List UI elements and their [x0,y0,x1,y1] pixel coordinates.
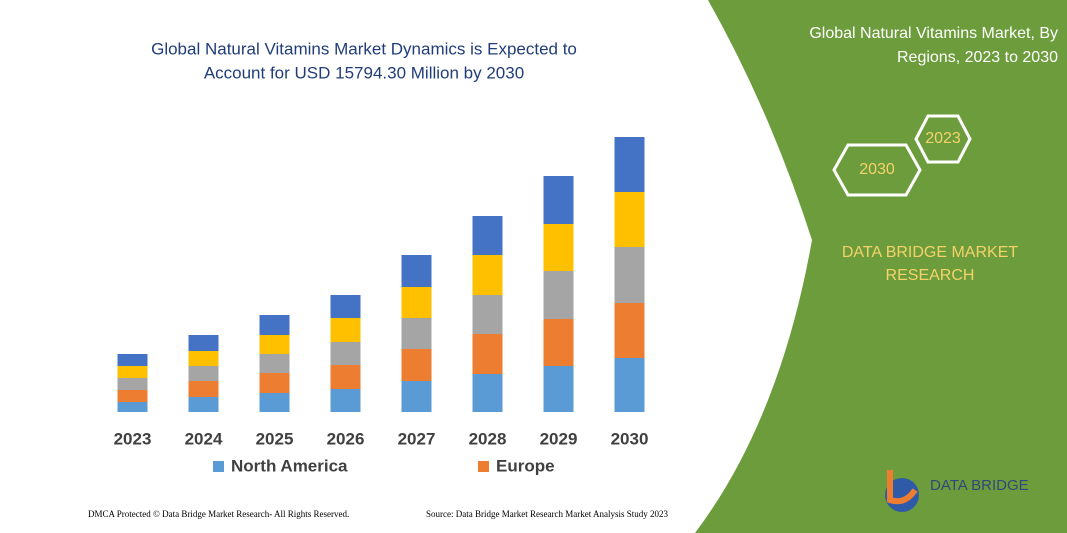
bar-segment [188,366,219,381]
bar-segment [259,315,290,335]
bar-segment [117,354,148,366]
brand-text: DATA BRIDGE MARKET [842,244,1019,261]
bar-segment [543,319,574,366]
footer-text: Source: Data Bridge Market Research Mark… [426,509,668,519]
bar-segment [614,303,645,358]
bar-segment [259,354,290,373]
x-tick-label: 2027 [398,429,436,448]
bar-segment [614,192,645,247]
bar-segment [330,342,361,365]
bar-segment [401,349,432,381]
bar-segment [543,176,574,224]
legend-swatch [213,461,224,472]
brand-text: RESEARCH [886,267,975,284]
bar-segment [401,381,432,412]
bar-segment [330,295,361,318]
bar-segment [614,137,645,192]
bar-segment [330,389,361,412]
chart-title: Global Natural Vitamins Market Dynamics … [151,39,577,58]
side-panel [695,0,1067,533]
bar-segment [188,381,219,397]
bar-segment [188,335,219,351]
bar-segment [614,358,645,412]
bar-segment [330,365,361,389]
bar-segment [543,224,574,271]
bar-segment [117,402,148,412]
panel-title: Global Natural Vitamins Market, By [809,25,1058,42]
panel-title: Regions, 2023 to 2030 [897,49,1058,66]
hex-year: 2023 [925,130,961,147]
bar-segment [401,318,432,349]
bar-segment [472,216,503,255]
bar-segment [543,271,574,319]
x-tick-label: 2026 [327,429,365,448]
bar-segment [330,318,361,342]
legend-swatch [478,461,489,472]
footer-text: DMCA Protected © Data Bridge Market Rese… [88,509,349,519]
bar-segment [188,397,219,412]
bar-segment [472,334,503,374]
bar-segment [543,366,574,412]
bar-segment [259,393,290,412]
bar-segment [117,378,148,390]
x-tick-label: 2030 [611,429,649,448]
bar-segment [401,255,432,287]
x-tick-label: 2028 [469,429,507,448]
bar-segment [472,295,503,334]
chart-title: Account for USD 15794.30 Million by 2030 [204,63,524,82]
bar-segment [117,390,148,402]
bar-segment [259,335,290,354]
legend-label: North America [231,456,348,475]
hex-year: 2030 [859,161,895,178]
x-tick-label: 2029 [540,429,578,448]
hexagon [914,114,972,164]
bar-segment [472,255,503,295]
bar-segment [117,366,148,378]
logo-text: DATA BRIDGE [930,477,1029,494]
x-tick-label: 2024 [185,429,223,448]
hexagon [832,143,922,197]
bar-segment [401,287,432,318]
logo-mark [887,470,918,505]
bar-segment [614,247,645,303]
bar-segment [259,373,290,393]
bar-segment [472,374,503,412]
x-tick-label: 2025 [256,429,294,448]
legend-label: Europe [496,456,555,475]
bar-segment [188,351,219,366]
x-tick-label: 2023 [114,429,152,448]
